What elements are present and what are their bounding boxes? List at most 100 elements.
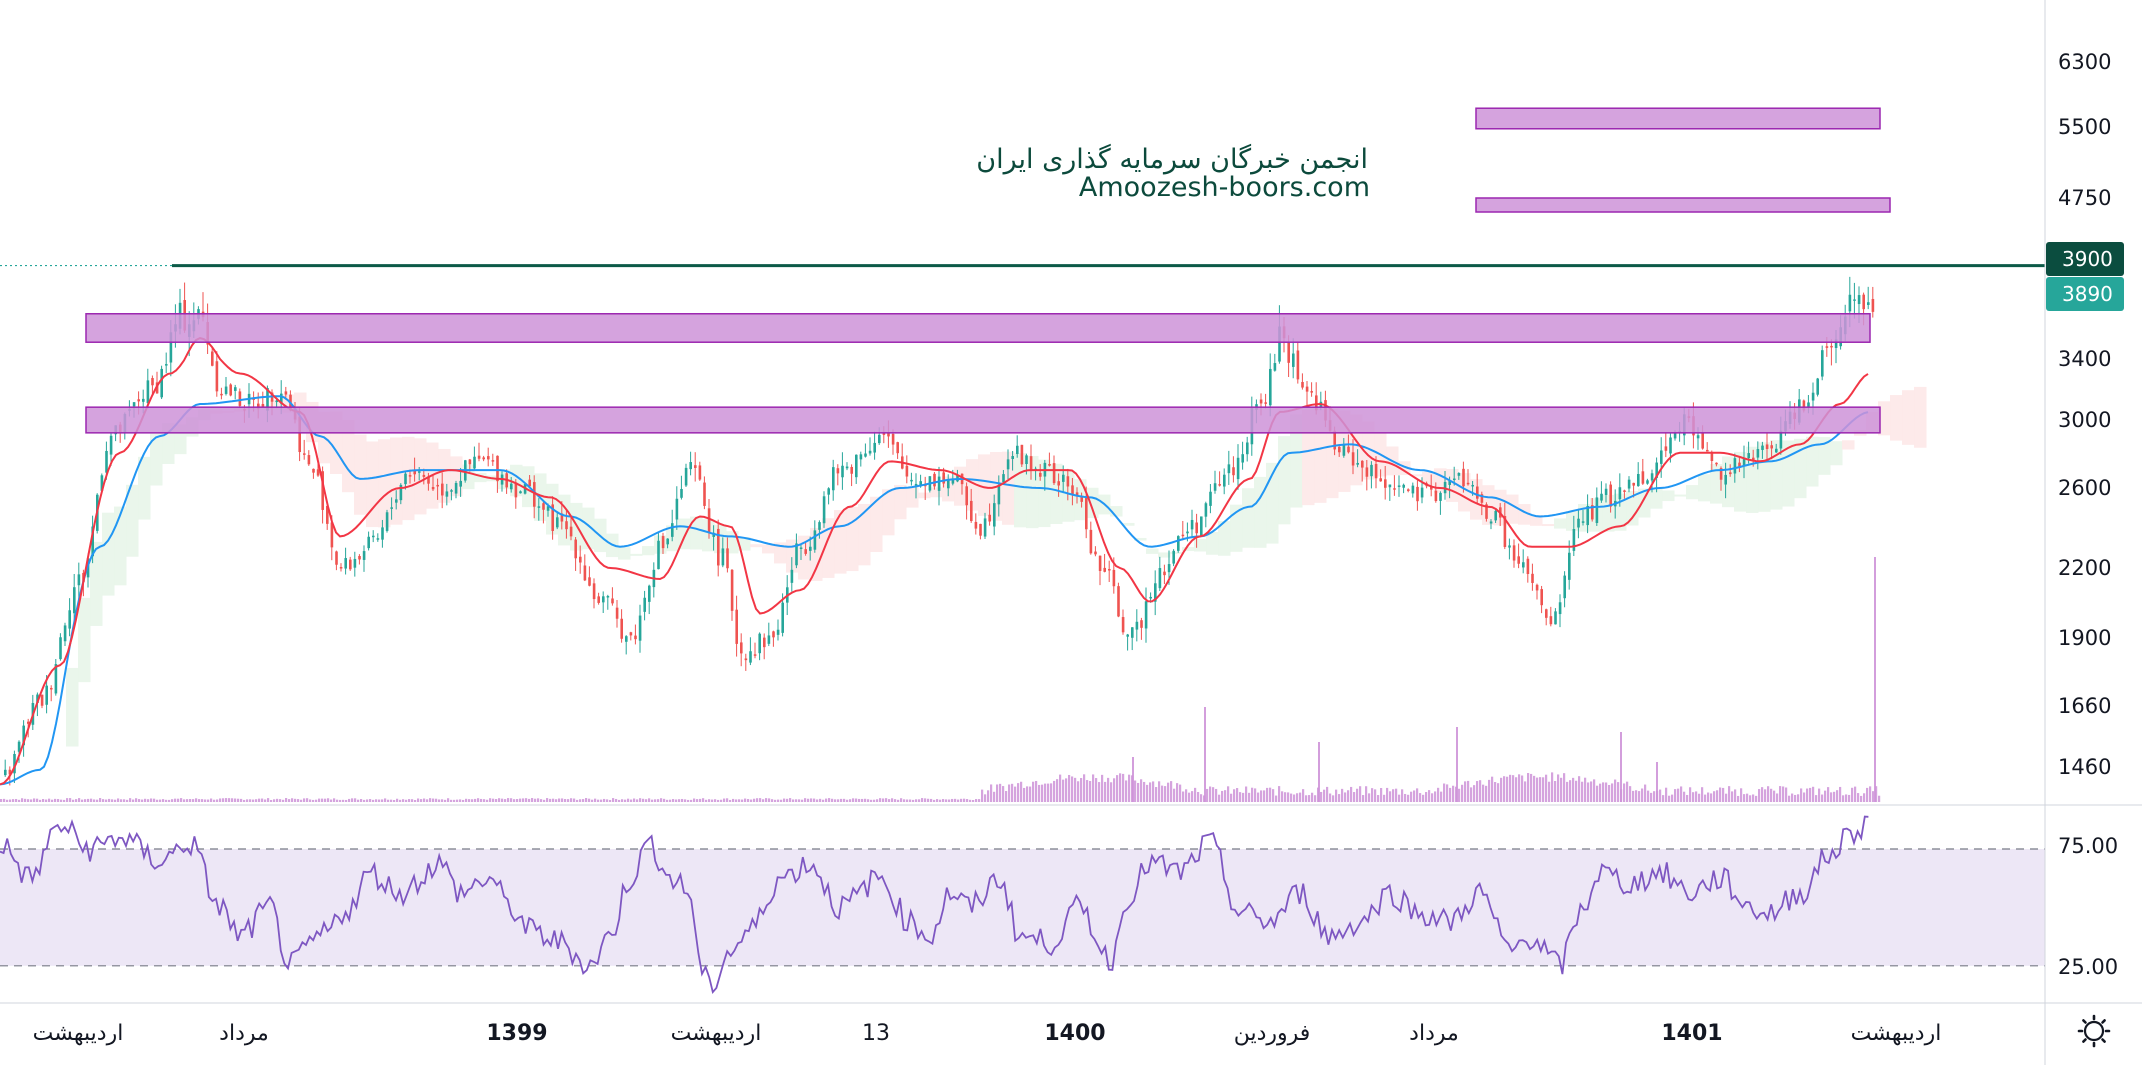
- volume-bar: [1182, 791, 1185, 802]
- volume-bar: [864, 798, 867, 802]
- volume-bar: [741, 799, 744, 802]
- volume-bar: [1080, 778, 1083, 802]
- candle-body: [1273, 363, 1277, 371]
- candle-body: [1020, 444, 1024, 465]
- volume-bar: [1878, 795, 1881, 802]
- candle-body: [399, 484, 403, 501]
- volume-bar: [366, 799, 369, 802]
- candle-body: [477, 455, 481, 459]
- price-axis-label: 1900: [2058, 626, 2111, 650]
- candle-body: [353, 558, 357, 568]
- candle-body: [845, 466, 849, 469]
- candle-body: [896, 442, 899, 454]
- volume-bar: [27, 799, 30, 802]
- volume-bar: [1017, 783, 1020, 802]
- volume-bar: [936, 799, 939, 802]
- volume-bar: [999, 783, 1002, 802]
- volume-bar: [96, 799, 99, 802]
- watermark-url: Amoozesh-boors.com: [1079, 172, 1370, 203]
- volume-bar: [1518, 774, 1521, 802]
- candle-body: [1522, 562, 1525, 568]
- volume-bar: [1374, 789, 1377, 802]
- volume-bar: [1068, 774, 1071, 802]
- volume-bar: [1779, 786, 1782, 802]
- candle-body: [1089, 529, 1093, 554]
- cloud-segment: [618, 547, 631, 560]
- volume-bar: [1767, 786, 1770, 802]
- cloud-segment: [690, 516, 703, 550]
- volume-bar: [1665, 787, 1668, 802]
- candle-body: [1604, 488, 1608, 495]
- candle-body: [1627, 479, 1631, 489]
- volume-bar: [786, 798, 789, 802]
- volume-bar: [1716, 790, 1719, 802]
- candle-body: [914, 483, 918, 486]
- gear-icon[interactable]: [2077, 1014, 2111, 1048]
- volume-bar: [309, 799, 312, 802]
- candle-body: [1384, 479, 1387, 488]
- volume-bar: [1488, 779, 1491, 802]
- volume-bar: [15, 798, 18, 802]
- volume-bar: [618, 799, 621, 802]
- volume-bar: [630, 799, 633, 802]
- candle-body: [919, 481, 922, 487]
- candle-body: [551, 504, 554, 531]
- cloud-segment: [378, 439, 391, 528]
- candle-body: [1402, 484, 1405, 488]
- volume-bar: [1275, 795, 1278, 802]
- cloud-segment: [78, 597, 91, 683]
- volume-bar: [105, 799, 108, 802]
- candle-body: [1637, 473, 1640, 487]
- volume-bar: [492, 798, 495, 802]
- volume-bar: [1185, 789, 1188, 802]
- volume-bar: [1113, 778, 1116, 802]
- volume-bar: [1548, 781, 1551, 802]
- volume-bar: [750, 799, 753, 802]
- volume-bar: [393, 799, 396, 802]
- volume-bar: [840, 798, 843, 802]
- volume-bar: [858, 798, 861, 802]
- rsi-band: [0, 848, 2045, 967]
- candle-body: [1572, 528, 1576, 551]
- volume-bar: [1416, 788, 1419, 802]
- candle-body: [1834, 339, 1838, 349]
- volume-bar: [384, 798, 387, 802]
- candle-body: [422, 474, 426, 477]
- volume-bar: [456, 799, 459, 802]
- candle-body: [1264, 402, 1267, 404]
- volume-bar: [714, 799, 717, 802]
- volume-bar: [66, 798, 69, 802]
- volume-bar: [1851, 787, 1854, 802]
- volume-bar: [1797, 794, 1800, 802]
- cloud-segment: [846, 506, 859, 572]
- candle-body: [661, 536, 665, 549]
- volume-bar: [1647, 790, 1650, 802]
- candle-body: [284, 391, 288, 395]
- zone-box: [1475, 197, 1891, 213]
- volume-bar: [996, 784, 999, 802]
- volume-bar: [744, 798, 747, 802]
- volume-bar: [369, 799, 372, 802]
- candle-body: [1807, 402, 1810, 407]
- time-axis-label: مرداد: [1409, 1021, 1459, 1046]
- volume-bar: [690, 799, 693, 802]
- candle-body: [266, 388, 269, 411]
- time-axis-label: فروردین: [1234, 1021, 1311, 1046]
- volume-bar: [1107, 777, 1110, 802]
- volume-bar: [1047, 783, 1050, 802]
- volume-bar: [411, 799, 414, 802]
- volume-bar: [342, 799, 345, 802]
- volume-bar: [1506, 776, 1509, 802]
- candle-body: [1361, 460, 1364, 468]
- volume-bar: [1737, 795, 1740, 802]
- cloud-segment: [402, 436, 415, 521]
- volume-bar: [1710, 793, 1713, 802]
- volume-bar: [207, 799, 210, 802]
- volume-bar: [543, 799, 546, 802]
- volume-bar: [810, 798, 813, 802]
- time-axis-label: اردیبهشت: [33, 1021, 124, 1046]
- support-resistance-zones[interactable]: [85, 107, 1891, 434]
- volume-bar: [1308, 795, 1311, 802]
